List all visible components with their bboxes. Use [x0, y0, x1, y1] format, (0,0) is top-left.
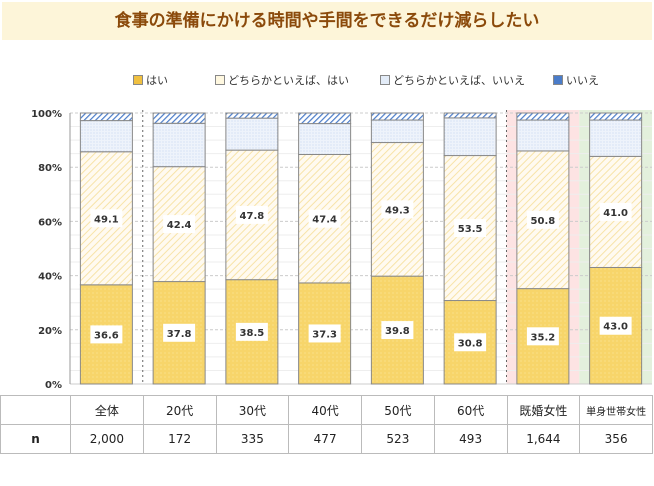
n-value: 2,000	[70, 424, 144, 454]
data-label: 47.8	[240, 211, 265, 222]
y-tick-label: 0%	[45, 380, 62, 391]
category-label: 既婚女性	[506, 395, 581, 425]
bar-segment	[79, 120, 133, 153]
data-label-bg	[599, 202, 632, 221]
category-label: 50代	[361, 395, 435, 425]
n-value: 523	[361, 424, 435, 454]
data-label-bg	[235, 322, 268, 341]
data-label-bg	[381, 200, 414, 219]
bar-segment	[152, 122, 206, 168]
n-value: 335	[215, 424, 290, 454]
data-label-bg	[235, 205, 268, 224]
data-label-bg	[526, 327, 559, 346]
legend-swatch	[553, 75, 563, 85]
bar-segment	[516, 112, 570, 121]
legend-item: どちらかといえば、いいえ	[380, 72, 525, 88]
data-label-bg	[454, 219, 487, 238]
bar-segment	[225, 112, 279, 119]
category-label: 20代	[142, 395, 217, 425]
sample-size-table: 全体 20代 30代 40代 50代 60代 既婚女性 単身世帯女性 n 2,000 172 335…	[0, 395, 653, 454]
legend-item: はい	[133, 72, 168, 88]
chart-title: 食事の準備にかける時間や手間をできるだけ減らしたい	[2, 2, 652, 40]
y-tick-label: 60%	[38, 217, 62, 228]
category-label: 単身世帯女性	[579, 395, 653, 425]
data-label-bg	[163, 215, 196, 234]
bar-segment	[516, 119, 570, 152]
n-label: n	[0, 424, 71, 454]
category-label: 30代	[215, 395, 290, 425]
legend-label: はい	[146, 74, 168, 87]
data-label: 37.8	[167, 329, 192, 340]
legend-label: いいえ	[566, 74, 599, 87]
bar-segment	[370, 112, 424, 121]
n-value: 493	[433, 424, 508, 454]
legend-swatch	[215, 75, 225, 85]
data-label: 49.1	[94, 214, 119, 225]
category-label: 全体	[70, 395, 144, 425]
data-label: 49.3	[385, 205, 410, 216]
data-label-bg	[526, 210, 559, 229]
bar-segment	[443, 112, 497, 119]
bar-segment	[589, 119, 643, 157]
bar-segment	[79, 112, 133, 122]
n-value: 172	[142, 424, 217, 454]
data-label: 41.0	[603, 208, 628, 219]
bar-segment	[225, 117, 279, 151]
table-corner	[0, 395, 71, 425]
category-label: 60代	[433, 395, 508, 425]
data-label: 35.2	[531, 332, 556, 343]
data-label-bg	[599, 316, 632, 335]
data-label: 39.8	[385, 326, 410, 337]
y-tick-label: 80%	[38, 163, 62, 174]
data-label: 38.5	[240, 328, 265, 339]
data-label-bg	[163, 323, 196, 342]
bar-segment	[298, 112, 352, 125]
category-label: 40代	[288, 395, 362, 425]
data-label-bg	[381, 321, 414, 340]
data-label: 42.4	[167, 220, 192, 231]
data-label-bg	[90, 209, 123, 228]
legend-swatch	[380, 75, 390, 85]
legend-label: どちらかといえば、はい	[228, 74, 349, 87]
data-label: 36.6	[94, 330, 119, 341]
data-label: 50.8	[531, 216, 556, 227]
data-label: 37.3	[312, 329, 337, 340]
bar-segment	[370, 119, 424, 144]
legend: はい どちらかといえば、はい どちらかといえば、いいえ いいえ	[0, 72, 654, 88]
data-label-bg	[454, 333, 487, 352]
data-label: 53.5	[458, 224, 483, 235]
data-label: 47.4	[312, 215, 337, 226]
n-value: 477	[288, 424, 362, 454]
bar-segment	[298, 123, 352, 155]
y-tick-label: 100%	[31, 109, 62, 120]
n-value: 1,644	[506, 424, 581, 454]
bar-segment	[79, 284, 133, 385]
y-tick-label: 40%	[38, 272, 62, 283]
data-label: 43.0	[603, 322, 628, 333]
bar-segment	[152, 112, 206, 124]
legend-item: いいえ	[553, 72, 599, 88]
bar-segment	[589, 112, 643, 121]
bar-segment	[443, 117, 497, 157]
data-label: 30.8	[458, 338, 483, 349]
n-value: 356	[579, 424, 653, 454]
legend-swatch	[133, 75, 143, 85]
legend-label: どちらかといえば、いいえ	[393, 74, 525, 87]
legend-item: どちらかといえば、はい	[215, 72, 349, 88]
data-label-bg	[308, 209, 341, 228]
data-label-bg	[308, 324, 341, 343]
stacked-bar-chart: 0% 20% 40% 60% 80% 100% 36.6 49.1 37.8 42.4 38.5 47…	[31, 109, 652, 391]
y-tick-label: 20%	[38, 326, 62, 337]
data-label-bg	[90, 325, 123, 344]
